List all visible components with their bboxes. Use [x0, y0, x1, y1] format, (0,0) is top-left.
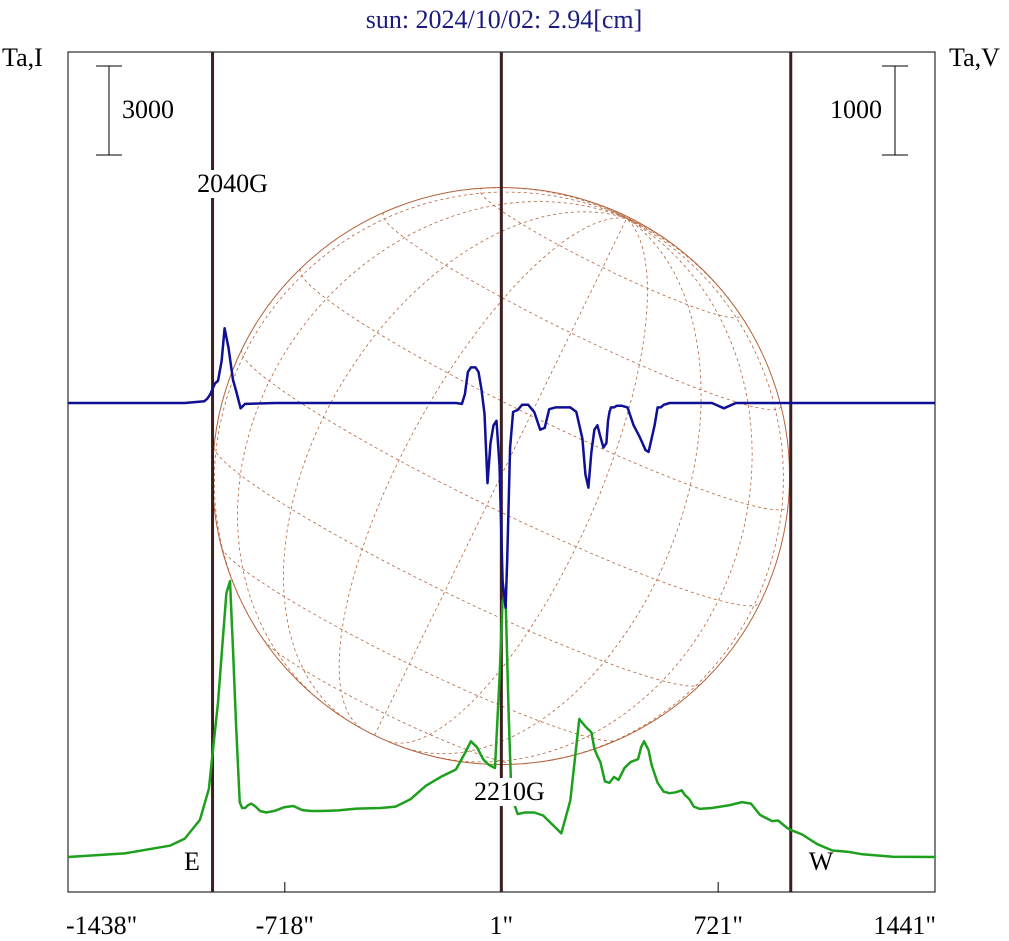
marker-labels: 2040G 2210G [197, 169, 545, 806]
left-axis-label: Ta,I [2, 43, 43, 72]
x-tick-label: -718" [256, 911, 314, 940]
right-axis-label: Ta,V [949, 43, 1000, 72]
latitude-line [479, 187, 741, 319]
longitude-line [547, 218, 784, 761]
longitude-line [237, 201, 627, 701]
longitude-line [626, 218, 637, 222]
longitude-line [578, 197, 627, 219]
series-I-line [67, 579, 936, 859]
series-lines [67, 326, 936, 859]
marker-label-bg [474, 778, 544, 806]
longitude-line [626, 218, 673, 245]
latitude-line [221, 547, 617, 742]
longitude-line [468, 187, 627, 219]
longitude-line [401, 218, 702, 755]
latitude-line [299, 268, 789, 511]
right-scale-bar-value: 1000 [830, 95, 882, 124]
longitude-line [626, 218, 748, 326]
x-tick-label: -1438" [66, 911, 137, 940]
series-V-line [68, 326, 935, 609]
longitude-line [374, 218, 628, 736]
longitude-line [435, 218, 753, 763]
x-axis-ticks: -1438" -718" 1" 721" 1441" [66, 882, 936, 940]
x-tick-label: 1" [490, 911, 514, 940]
right-scale-bar: 1000 [830, 65, 908, 156]
east-limb-label: E [184, 847, 200, 876]
marker-label: 2210G [474, 777, 545, 806]
longitude-line [626, 216, 628, 219]
x-tick-label: 721" [693, 911, 743, 940]
left-scale-bar: 3000 [96, 65, 174, 156]
west-limb-label: W [809, 847, 834, 876]
latitude-line [213, 446, 701, 687]
longitude-line [338, 217, 627, 729]
vertical-markers [211, 52, 793, 892]
longitude-line [283, 211, 627, 722]
marker-label-bg [198, 170, 268, 198]
latitude-line [382, 212, 782, 411]
x-tick-label: 1441" [873, 911, 936, 940]
solar-disk-grid [212, 187, 791, 765]
marker-label: 2040G [197, 169, 268, 198]
left-scale-bar-value: 3000 [122, 95, 174, 124]
chart-title: sun: 2024/10/02: 2.94[cm] [366, 5, 643, 34]
longitude-line [388, 218, 648, 744]
